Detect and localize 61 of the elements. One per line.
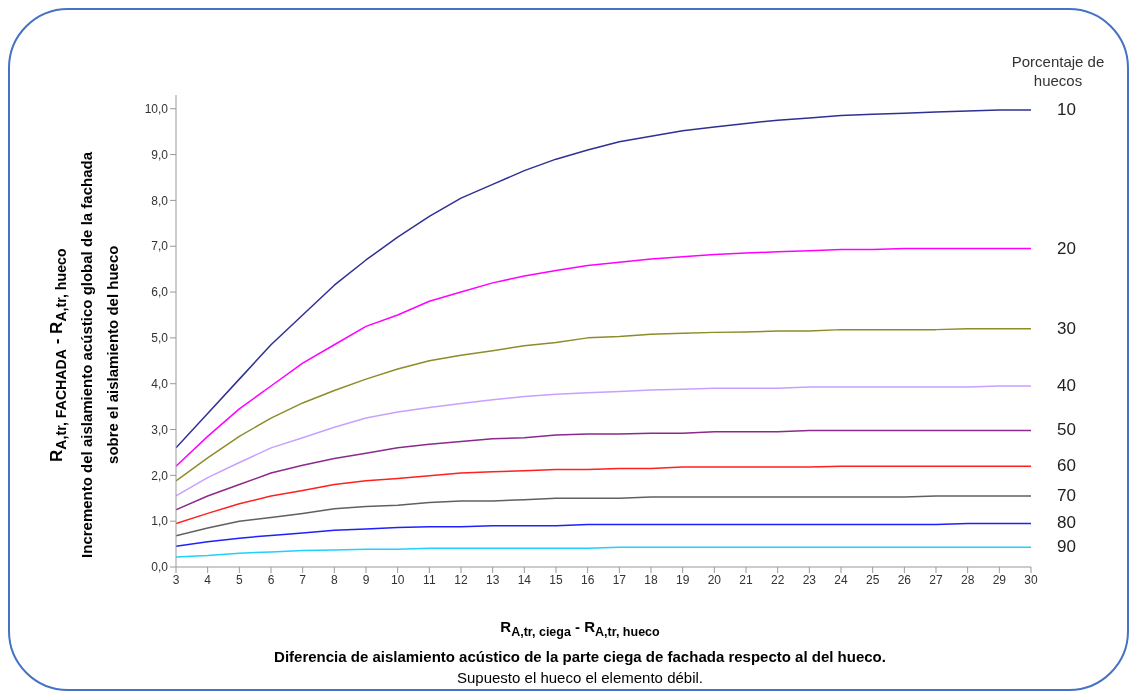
x-tick-label: 27: [929, 572, 943, 587]
x-tick-label: 6: [267, 572, 275, 587]
y-tick-label: 7,0: [151, 239, 169, 254]
legend-title: Porcentaje de huecos: [1010, 52, 1106, 90]
x-tick-label: 11: [423, 572, 436, 587]
x-tick-label: 5: [235, 572, 243, 587]
x-axis-title: R$_{A,tr, ciega}$ - R$_{A,tr, hueco}$: [500, 618, 660, 639]
line-series: [176, 385, 1031, 497]
x-tick-label: 8: [330, 572, 338, 587]
series-label: 40: [1057, 375, 1076, 395]
y-tick-label: 4,0: [151, 376, 169, 391]
x-tick-label: 30: [1024, 572, 1038, 587]
x-tick-label: 17: [612, 572, 627, 587]
x-tick-label: 13: [485, 572, 500, 587]
y-tick-label: 10,0: [144, 102, 169, 117]
x-tick-label: 7: [299, 572, 307, 587]
series-label: 50: [1057, 420, 1076, 440]
y-tick-label: 9,0: [151, 147, 169, 162]
x-tick-label: 29: [992, 572, 1007, 587]
text: Diferencia de aislamiento acústico de la parte ciega de fachada respecto al del hueco.: [274, 648, 886, 665]
x-tick-label: 26: [897, 572, 912, 587]
x-tick-label: 12: [454, 572, 468, 587]
y-tick-label: 0,0: [151, 560, 169, 575]
y-tick-label: 2,0: [151, 468, 169, 483]
x-tick-label: 4: [204, 572, 212, 587]
x-tick-label: 9: [362, 572, 370, 587]
y-tick-label: 3,0: [151, 422, 169, 437]
x-tick-label: 14: [517, 572, 532, 587]
series-label: 20: [1057, 238, 1076, 258]
series-label: 30: [1057, 318, 1076, 338]
x-tick-label: 19: [675, 572, 690, 587]
line-series: [176, 109, 1031, 449]
x-tick-label: 20: [707, 572, 722, 587]
x-tick-label: 15: [549, 572, 563, 587]
x-tick-label: 22: [770, 572, 785, 587]
x-tick-label: 21: [739, 572, 753, 587]
y-tick-label: 5,0: [151, 331, 169, 346]
x-tick-label: 25: [865, 572, 880, 587]
line-series: [176, 495, 1031, 537]
line-series: [176, 247, 1031, 467]
line-series: [176, 327, 1031, 482]
series-label: 60: [1057, 456, 1076, 476]
y-tick-label: 8,0: [151, 193, 169, 208]
line-series: [176, 465, 1031, 525]
text: Supuesto el hueco el elemento débil.: [456, 669, 703, 686]
series-label: 80: [1057, 513, 1076, 533]
x-tick-label: 23: [802, 572, 817, 587]
series-label: 70: [1057, 485, 1076, 505]
x-tick-label: 24: [834, 572, 848, 587]
x-tick-label: 28: [960, 572, 975, 587]
y-tick-label: 6,0: [151, 285, 169, 300]
series-label: 90: [1057, 537, 1076, 557]
line-series: [176, 522, 1031, 548]
x-tick-label: 3: [172, 572, 180, 587]
y-tick-label: 1,0: [151, 514, 169, 529]
line-series: [176, 429, 1031, 511]
line-series: [176, 546, 1031, 558]
x-tick-label: 18: [644, 572, 658, 587]
x-tick-label: 16: [580, 572, 595, 587]
x-tick-label: 10: [390, 572, 405, 587]
series-label: 10: [1057, 100, 1076, 120]
